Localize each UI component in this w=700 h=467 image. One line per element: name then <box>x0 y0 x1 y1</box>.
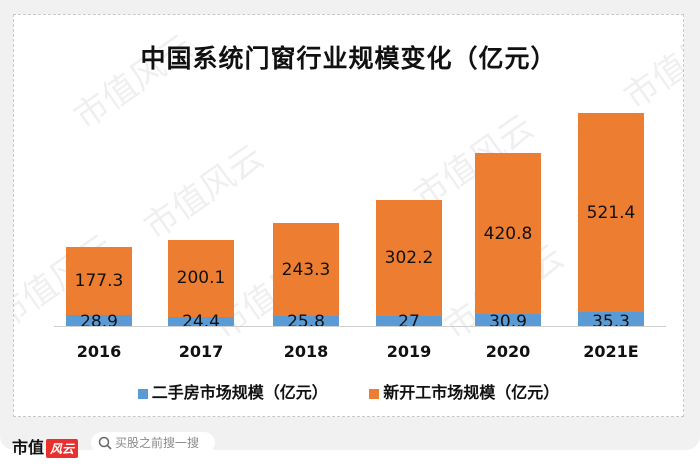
legend-item-secondhand: 二手房市场规模（亿元） <box>137 379 328 403</box>
data-label-newstart: 420.8 <box>483 223 533 244</box>
bar-segment-secondhand <box>66 314 132 326</box>
brand-badge: 风云 <box>46 439 79 458</box>
bar-2017: 200.1 24.4 <box>168 240 234 331</box>
data-label-newstart: 521.4 <box>586 202 636 223</box>
bar-segment-newstart <box>66 247 132 315</box>
data-label-newstart: 302.2 <box>384 247 434 268</box>
bar-segment-newstart <box>273 222 339 317</box>
legend-label: 新开工市场规模（亿元） <box>383 383 560 402</box>
x-tick-label: 2021E <box>583 342 639 361</box>
data-label-secondhand: 28.9 <box>80 311 118 332</box>
data-label-secondhand: 27 <box>398 311 420 332</box>
search-icon <box>98 436 112 450</box>
bar-2018: 243.3 25.8 <box>273 222 339 331</box>
data-label-newstart: 243.3 <box>281 259 331 280</box>
data-label-newstart: 200.1 <box>176 268 226 289</box>
x-tick-label: 2020 <box>485 342 531 361</box>
bar-segment-newstart <box>475 152 541 315</box>
x-tick-label: 2019 <box>386 342 432 361</box>
bar-2019: 302.2 27 <box>376 199 442 331</box>
brand-text: 市值 <box>12 438 45 457</box>
x-axis-line <box>54 326 666 327</box>
footer-bar: 市值 风云 买股之前搜一搜 <box>0 420 700 467</box>
bar-segment-newstart <box>168 240 234 317</box>
x-tick-label: 2016 <box>76 342 122 361</box>
legend: 二手房市场规模（亿元） 新开工市场规模（亿元） <box>14 379 683 403</box>
bar-segment-newstart <box>376 199 442 316</box>
bar-2021E: 521.4 35.3 <box>578 112 644 331</box>
x-tick-label: 2017 <box>178 342 224 361</box>
brand-logo[interactable]: 市值 风云 <box>12 434 79 458</box>
data-label-secondhand: 24.4 <box>182 311 220 332</box>
legend-label: 二手房市场规模（亿元） <box>151 383 328 402</box>
x-tick-label: 2018 <box>283 342 329 361</box>
watermark: 市值风云 <box>136 136 272 248</box>
chart-title: 中国系统门窗行业规模变化（亿元） <box>140 44 557 73</box>
search-placeholder: 买股之前搜一搜 <box>115 436 200 450</box>
data-label-newstart: 177.3 <box>74 270 124 291</box>
legend-swatch-orange <box>369 388 380 399</box>
search-input[interactable]: 买股之前搜一搜 <box>91 432 215 454</box>
data-label-secondhand: 25.8 <box>287 311 325 332</box>
data-label-secondhand: 30.9 <box>489 311 527 332</box>
bar-segment-secondhand <box>168 316 234 326</box>
bar-segment-secondhand <box>475 314 541 326</box>
bar-segment-secondhand <box>578 312 644 326</box>
bar-segment-secondhand <box>273 316 339 326</box>
bar-2020: 420.8 30.9 <box>475 152 541 331</box>
legend-item-newstart: 新开工市场规模（亿元） <box>369 379 559 403</box>
data-label-secondhand: 35.3 <box>592 311 630 332</box>
bar-segment-newstart <box>578 112 644 313</box>
bar-2016: 177.3 28.9 <box>66 247 132 331</box>
bar-segment-secondhand <box>376 315 442 326</box>
legend-swatch-blue <box>137 388 148 399</box>
chart-frame: 市值风云 市值风云 市值风云 市值风云 市值风云 市值风云 市值风云 中国系统门… <box>13 14 684 417</box>
